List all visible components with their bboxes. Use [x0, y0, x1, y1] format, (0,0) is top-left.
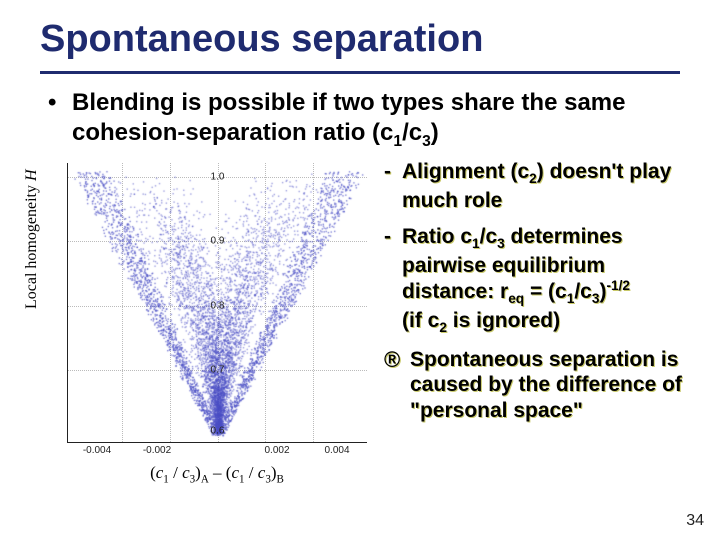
main-bullet: • Blending is possible if two types shar…: [0, 84, 720, 157]
page-title: Spontaneous separation: [40, 18, 680, 61]
bullet-sub1: 1: [393, 133, 402, 150]
ytick-1: 0.9: [211, 236, 225, 247]
plot-area: 1.0 0.9 0.8 0.7 0.6: [67, 163, 367, 443]
sub-bullet-3: ® Spontaneous separation is caused by th…: [384, 347, 688, 424]
xtick-3: 0.004: [324, 445, 349, 456]
title-rule: [40, 71, 680, 74]
bullet-text-b: /c: [402, 119, 422, 146]
bullet-text-c: ): [431, 119, 439, 146]
sub-bullet-2: - Ratio c1/c3 determines pairwise equili…: [384, 224, 688, 337]
slide-number: 34: [686, 512, 704, 530]
bullet-sub2: 3: [422, 133, 431, 150]
ytick-2: 0.8: [211, 300, 225, 311]
xtick-1: -0.002: [143, 445, 171, 456]
ytick-4: 0.6: [211, 426, 225, 437]
xtick-2: 0.002: [264, 445, 289, 456]
ytick-3: 0.7: [211, 364, 225, 375]
y-axis-label: Local homogeneity H: [23, 170, 41, 310]
bullet-text-a: Blending is possible if two types share …: [72, 89, 625, 146]
scatter-chart: Local homogeneity H 1.0 0.9 0.8 0.7 0.6: [25, 159, 375, 489]
sub-bullet-1: - Alignment (c2) doesn't play much role: [384, 159, 688, 213]
x-axis-label: (c1 / c3)A – (c1 / c3)B: [67, 463, 367, 485]
xtick-0: -0.004: [83, 445, 111, 456]
x-ticks: -0.004 -0.002 0.002 0.004: [67, 445, 367, 459]
ytick-0: 1.0: [211, 172, 225, 183]
